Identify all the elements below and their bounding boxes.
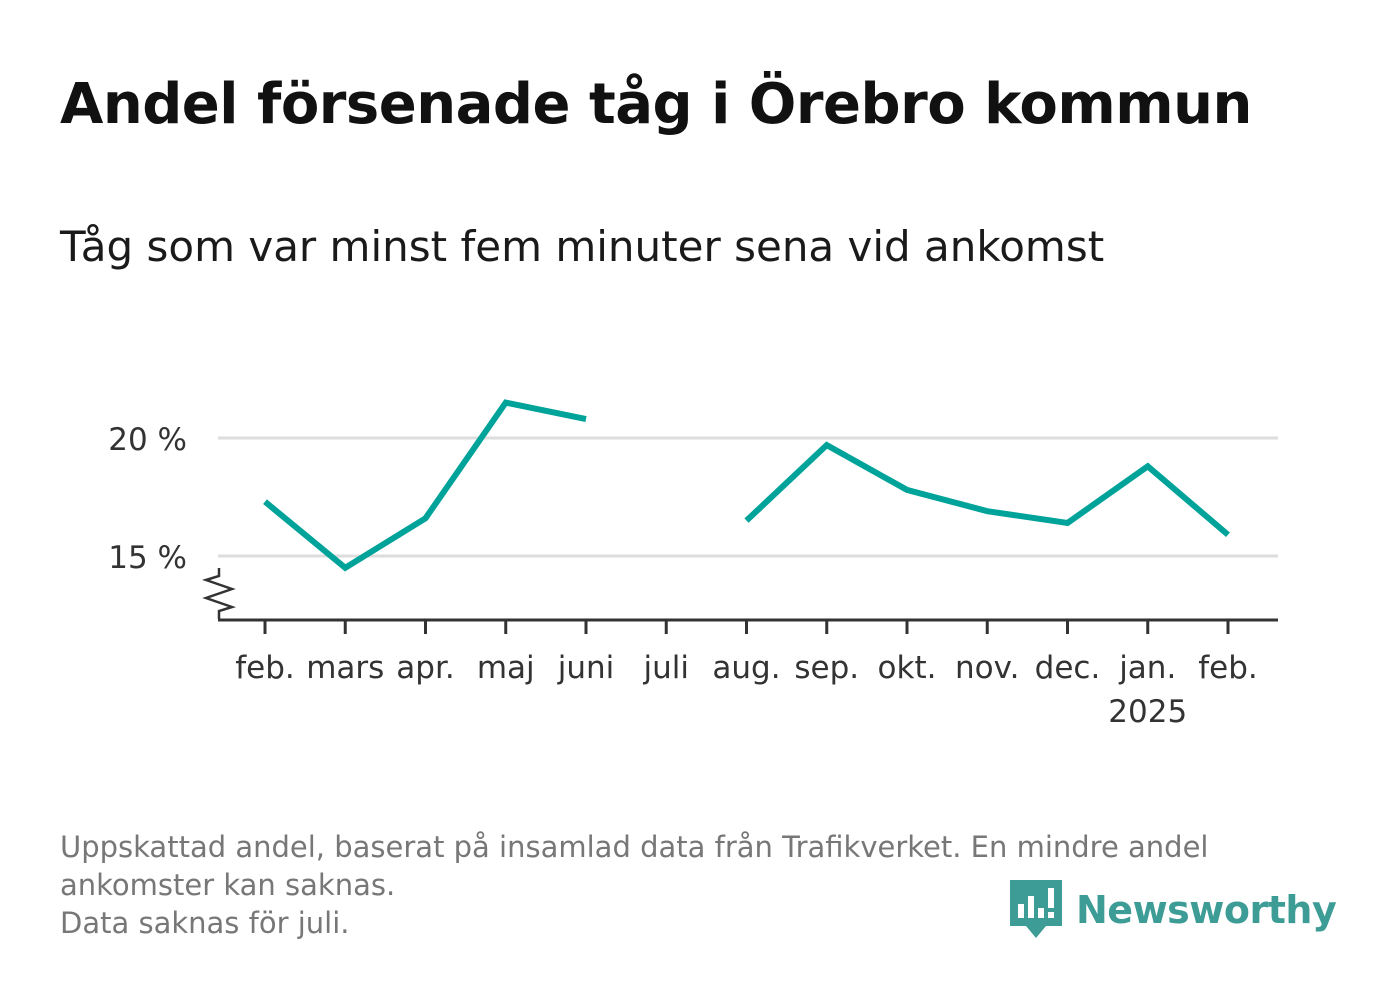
chart-title: Andel försenade tåg i Örebro kommun <box>60 72 1252 137</box>
series-line <box>263 399 587 572</box>
x-tick-label: okt. <box>878 650 937 686</box>
y-tick-label: 20 % <box>108 422 187 458</box>
x-tick-label: jan. <box>1118 650 1176 686</box>
x-tick-label: feb. <box>235 650 295 686</box>
chart-subtitle: Tåg som var minst fem minuter sena vid a… <box>60 222 1105 271</box>
x-tick-label: apr. <box>396 650 454 686</box>
x-tick-label: juli <box>643 650 690 686</box>
x-tick-label: juni <box>557 650 615 686</box>
x-tick-label: feb. <box>1198 650 1258 686</box>
x-tick-label: aug. <box>712 650 780 686</box>
series-line <box>744 441 1230 538</box>
footnote-line: ankomster kan saknas. <box>60 868 396 902</box>
x-tick-label: maj <box>477 650 535 686</box>
newsworthy-logo-icon <box>1010 880 1062 938</box>
x-tick-label: mars <box>306 650 384 686</box>
newsworthy-logo-text: Newsworthy <box>1076 888 1337 932</box>
y-tick-label: 15 % <box>108 540 187 576</box>
x-year-label: 2025 <box>1108 694 1187 730</box>
newsworthy-logo: Newsworthy <box>1010 878 1337 942</box>
footnote-line: Uppskattad andel, baserat på insamlad da… <box>60 830 1209 864</box>
axis-break-marker <box>201 568 237 619</box>
x-tick-label: sep. <box>794 650 859 686</box>
x-tick-label: dec. <box>1035 650 1101 686</box>
footnote-line: Data saknas för juli. <box>60 906 350 940</box>
x-tick-label: nov. <box>955 650 1019 686</box>
footnote: Uppskattad andel, baserat på insamlad da… <box>60 828 1320 942</box>
